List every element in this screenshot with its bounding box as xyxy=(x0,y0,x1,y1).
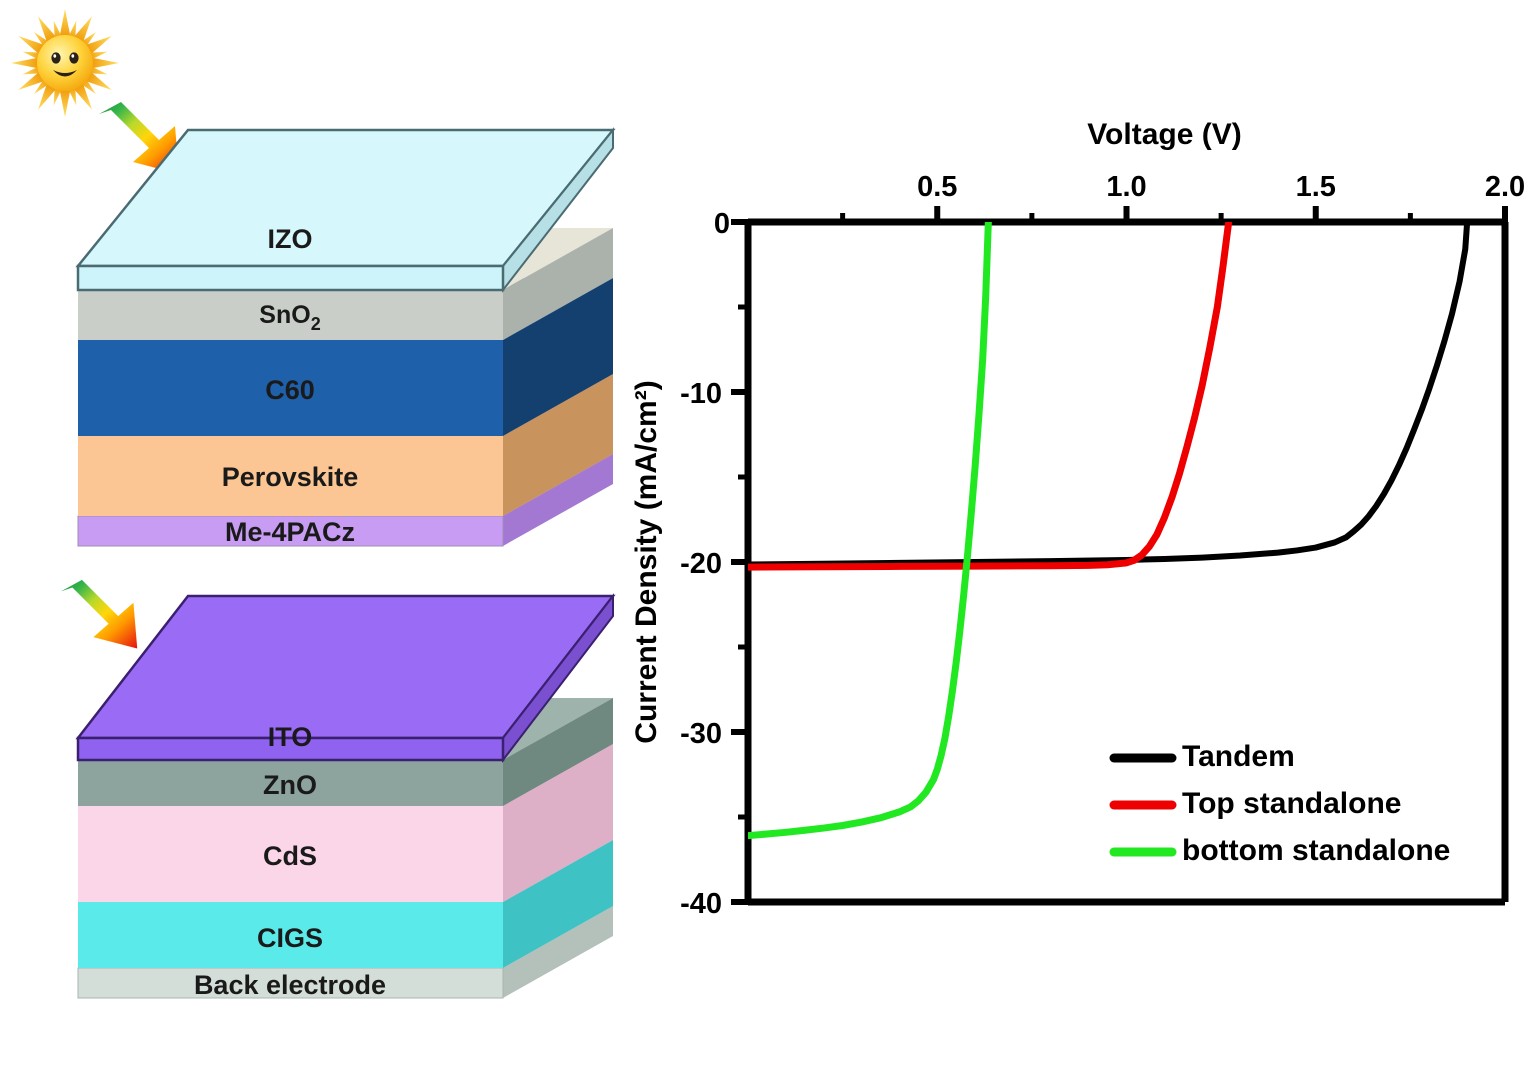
top-cell-stack: IZO SnO2 C60 Perovskite Me-4PACz xyxy=(58,118,638,568)
y-tick-label: -20 xyxy=(680,548,722,580)
jv-chart: Voltage (V) Current Density (mA/cm²) 0.5… xyxy=(630,118,1525,920)
x-axis-title: Voltage (V) xyxy=(1087,118,1241,151)
bottom-cell-stack: ITO ZnO CdS CIGS Back electrode xyxy=(58,588,638,1038)
legend-label: bottom standalone xyxy=(1182,834,1450,867)
y-tick-label: 0 xyxy=(714,208,730,240)
layer-label-izo: IZO xyxy=(268,224,313,254)
jv-chart-panel: Voltage (V) Current Density (mA/cm²) 0.5… xyxy=(630,0,1536,1065)
layer-izo xyxy=(75,127,616,293)
axis-ticks: 0.5 1.0 1.5 2.0 0 -10 -20 -30 -40 xyxy=(680,171,1525,920)
layer-ito xyxy=(75,593,616,763)
layer-label-sno2: SnO2 xyxy=(259,301,320,334)
x-tick-label: 2.0 xyxy=(1485,171,1525,203)
x-tick-label: 1.0 xyxy=(1106,171,1146,203)
curve-bottom-standalone xyxy=(748,222,992,840)
layer-label-me4pacz: Me-4PACz xyxy=(225,517,355,547)
layer-label-back-electrode: Back electrode xyxy=(194,970,386,1000)
rainbow-arrow-icon-bottom xyxy=(55,578,147,665)
legend-label: Top standalone xyxy=(1182,787,1401,820)
curve-tandem xyxy=(748,222,1471,568)
y-axis-title: Current Density (mA/cm²) xyxy=(630,380,663,743)
layer-label-ito: ITO xyxy=(268,722,313,752)
layer-label-cds: CdS xyxy=(263,841,317,871)
layer-label-cigs: CIGS xyxy=(257,923,323,953)
curve-top-standalone xyxy=(748,222,1233,571)
y-tick-label: -30 xyxy=(680,718,722,750)
y-tick-label: -10 xyxy=(680,378,722,410)
layer-label-zno: ZnO xyxy=(263,770,317,800)
data-curves xyxy=(748,222,1471,840)
device-diagram-panel: IZO SnO2 C60 Perovskite Me-4PACz xyxy=(0,0,650,1065)
chart-legend: Tandem Top standalone bottom standalone xyxy=(1109,740,1450,867)
legend-label: Tandem xyxy=(1182,740,1295,773)
x-tick-label: 1.5 xyxy=(1296,171,1336,203)
y-tick-label: -40 xyxy=(680,888,722,920)
layer-label-c60: C60 xyxy=(265,375,315,405)
rainbow-arrow-icon-top xyxy=(95,100,187,191)
x-tick-label: 0.5 xyxy=(917,171,957,203)
layer-label-perovskite: Perovskite xyxy=(222,462,359,492)
sun-icon xyxy=(6,4,124,122)
